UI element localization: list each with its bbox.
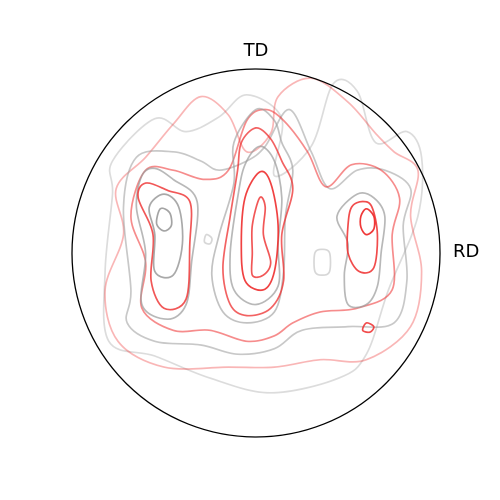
- contour-gray-left-1: [135, 167, 199, 321]
- contour-red-right-1: [346, 200, 379, 274]
- contour-outer-light-gray: [102, 78, 424, 394]
- contour-gray-left-small: [203, 233, 213, 245]
- contour-gray-right-1: [336, 192, 386, 309]
- contour-gray-center-2: [229, 145, 283, 306]
- contour-gray-mid-band: [122, 108, 413, 356]
- contour-gray-right-small: [313, 248, 332, 276]
- contour-red-center-2: [240, 170, 280, 292]
- contour-outer-light-red: [104, 77, 423, 370]
- td-axis-label: TD: [243, 40, 269, 61]
- contour-red-right-3: [361, 321, 375, 334]
- contour-gray-center-1: [210, 107, 294, 324]
- contour-lines: [102, 77, 424, 394]
- contour-gray-left-2: [148, 193, 184, 279]
- pole-figure-boundary: [71, 68, 441, 438]
- contour-red-center-1: [222, 127, 294, 317]
- contour-red-center-3: [250, 196, 272, 279]
- contour-red-left-1: [137, 182, 193, 311]
- contour-gray-left-3: [155, 207, 173, 232]
- rd-axis-label: RD: [453, 241, 479, 262]
- contour-red-right-2: [359, 207, 376, 236]
